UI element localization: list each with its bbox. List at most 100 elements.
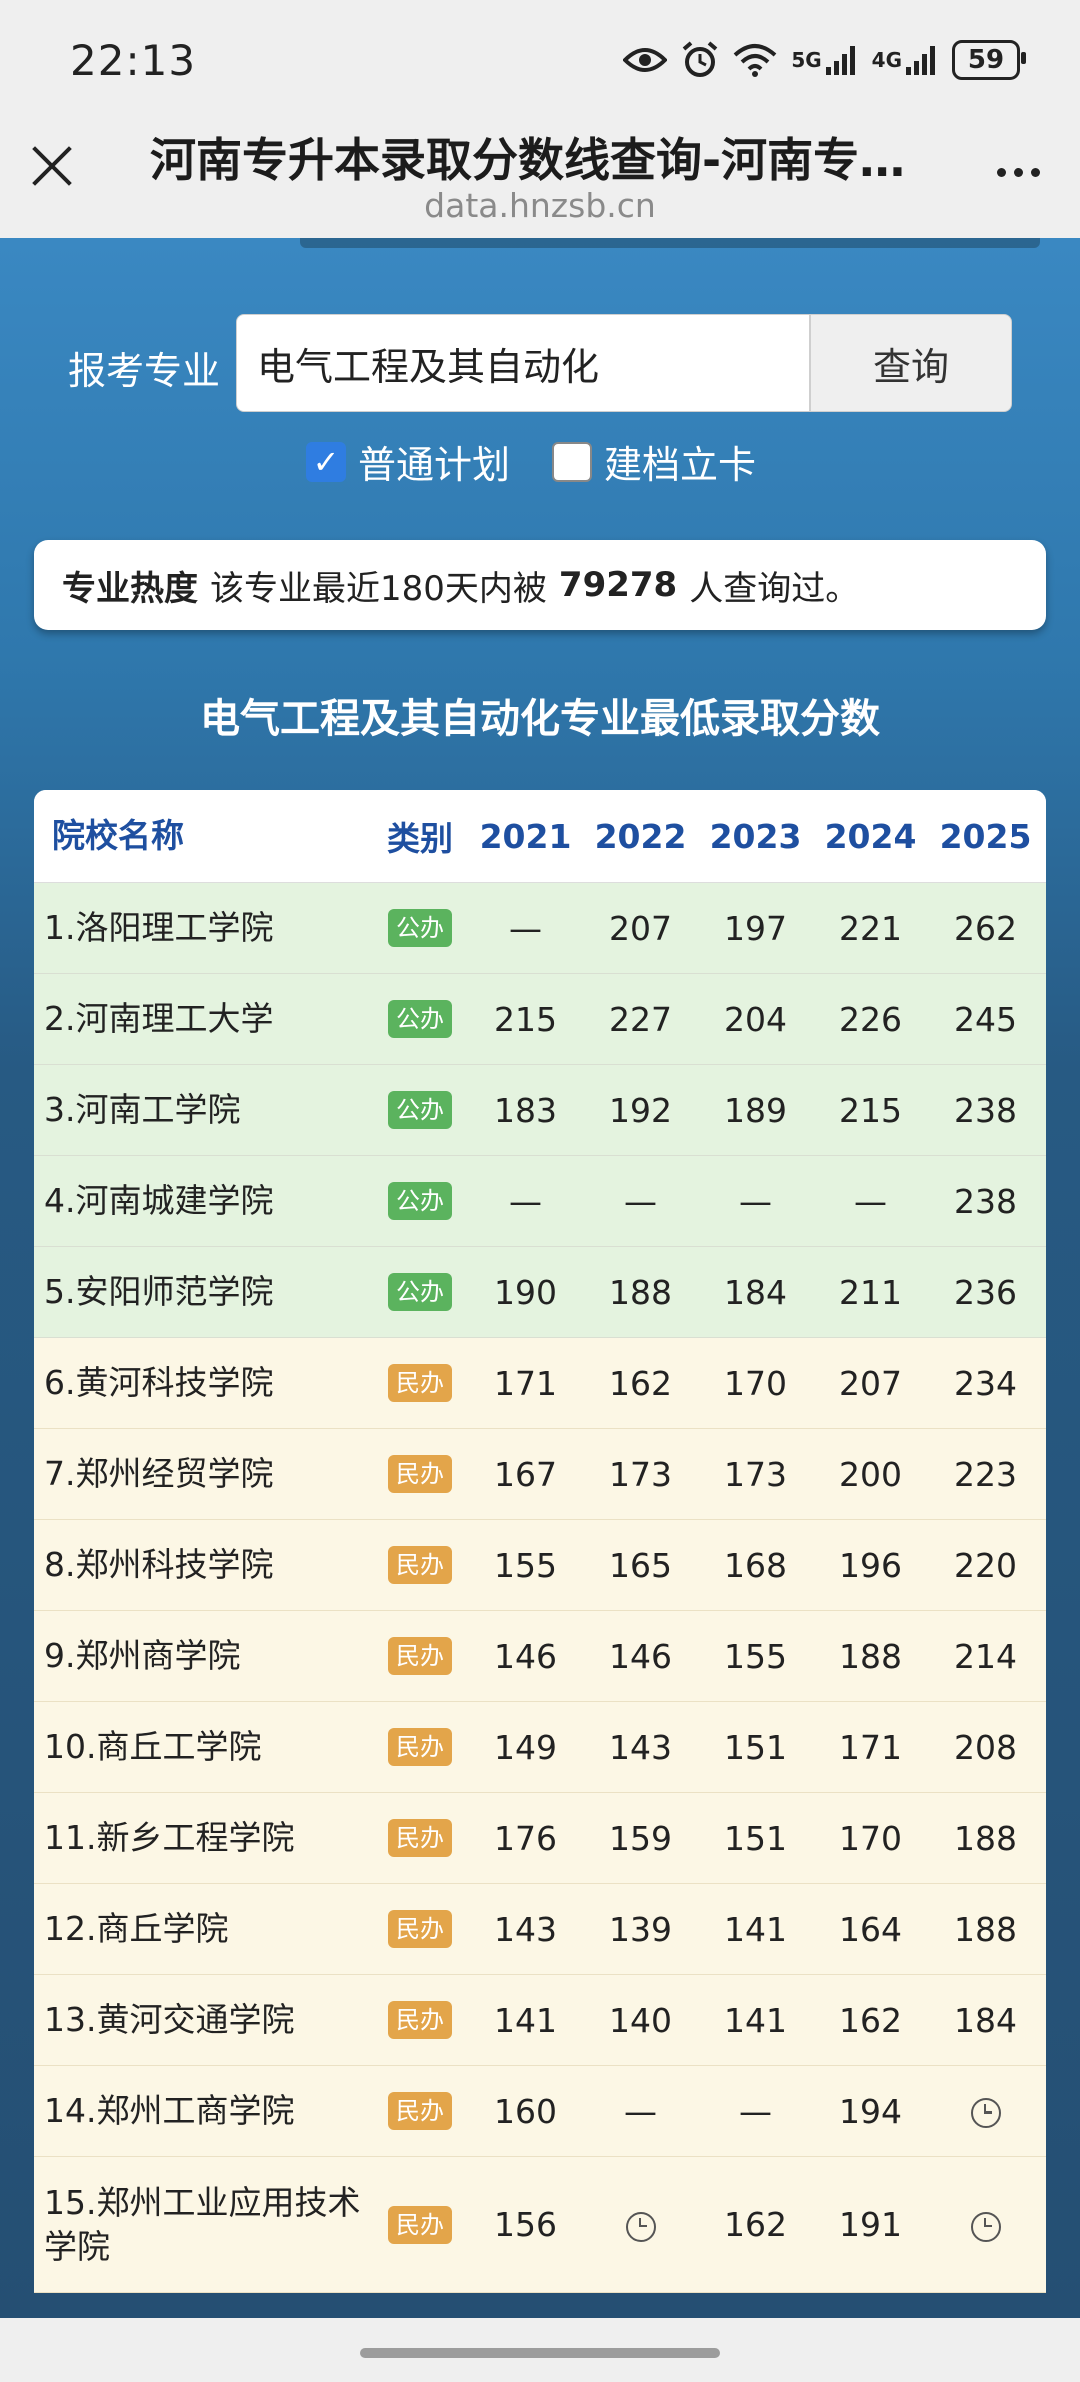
score-cell: 207 <box>609 908 672 948</box>
score-cell: 151 <box>724 1818 787 1858</box>
table-row[interactable]: 4.河南城建学院 公办 — — — — 238 <box>34 1156 1046 1247</box>
table-row[interactable]: 5.安阳师范学院 公办 190 188 184 211 236 <box>34 1247 1046 1338</box>
score-cell: 165 <box>609 1545 672 1585</box>
status-time: 22:13 <box>70 36 197 85</box>
score-cell: 192 <box>609 1090 672 1130</box>
table-row[interactable]: 6.黄河科技学院 民办 171 162 170 207 234 <box>34 1338 1046 1429</box>
pending-score <box>583 2205 698 2244</box>
system-nav-bar <box>0 2318 1080 2382</box>
score-cell: 234 <box>954 1363 1017 1403</box>
school-name[interactable]: 9.郑州商学院 <box>44 1636 241 1675</box>
school-type-badge: 公办 <box>388 1182 452 1220</box>
signal-4g-icon: 4G <box>872 43 938 77</box>
score-cell: 191 <box>839 2205 902 2244</box>
table-row[interactable]: 8.郑州科技学院 民办 155 165 168 196 220 <box>34 1520 1046 1611</box>
school-name[interactable]: 6.黄河科技学院 <box>44 1363 274 1402</box>
score-cell: 220 <box>954 1545 1017 1585</box>
table-row[interactable]: 7.郑州经贸学院 民办 167 173 173 200 223 <box>34 1429 1046 1520</box>
school-name[interactable]: 10.商丘工学院 <box>44 1727 262 1766</box>
score-cell: 167 <box>494 1454 557 1494</box>
school-name[interactable]: 1.洛阳理工学院 <box>44 908 274 947</box>
score-cell: 194 <box>839 2091 902 2131</box>
school-name[interactable]: 11.新乡工程学院 <box>44 1818 295 1857</box>
table-row[interactable]: 1.洛阳理工学院 公办 — 207 197 221 262 <box>34 883 1046 974</box>
school-name[interactable]: 14.郑州工商学院 <box>44 2091 295 2130</box>
school-name[interactable]: 13.黄河交通学院 <box>44 2000 295 2039</box>
table-title: 电气工程及其自动化专业最低录取分数 <box>200 696 880 742</box>
type-cell: 民办 <box>372 2205 468 2244</box>
filter-poverty-plan-label: 建档立卡 <box>604 443 757 487</box>
table-row[interactable]: 2.河南理工大学 公办 215 227 204 226 245 <box>34 974 1046 1065</box>
score-cell: 188 <box>839 1636 902 1676</box>
type-cell: 公办 <box>372 1091 468 1129</box>
score-cell: 141 <box>724 2000 787 2040</box>
net1-label: 5G <box>791 48 822 72</box>
query-button[interactable]: 查询 <box>810 314 1012 412</box>
score-cell: 171 <box>839 1727 902 1767</box>
major-heat-card: 专业热度 该专业最近180天内被 79278 人查询过。 <box>34 540 1046 630</box>
major-search-input[interactable] <box>236 314 810 412</box>
school-name[interactable]: 12.商丘学院 <box>44 1909 229 1948</box>
close-icon[interactable] <box>28 140 78 190</box>
score-cell: 151 <box>724 1727 787 1767</box>
type-cell: 公办 <box>372 1273 468 1311</box>
score-cell: 141 <box>724 1909 787 1949</box>
school-name[interactable]: 15.郑州工业应用技术学院 <box>44 2182 361 2266</box>
score-cell: 160 <box>494 2091 557 2131</box>
alarm-icon <box>681 41 719 79</box>
school-name[interactable]: 8.郑州科技学院 <box>44 1545 274 1584</box>
score-cell: 146 <box>609 1636 672 1676</box>
home-indicator[interactable] <box>360 2348 720 2358</box>
table-row[interactable]: 9.郑州商学院 民办 146 146 155 188 214 <box>34 1611 1046 1702</box>
table-row[interactable]: 13.黄河交通学院 民办 141 140 141 162 184 <box>34 1975 1046 2066</box>
score-cell: 214 <box>954 1636 1017 1676</box>
school-type-badge: 民办 <box>388 1637 452 1675</box>
status-icons: 5G 4G 59 <box>623 40 1026 80</box>
score-cell: 139 <box>609 1909 672 1949</box>
filter-regular-plan[interactable]: ✓ 普通计划 <box>306 434 510 489</box>
heat-label: 专业热度 <box>62 568 198 609</box>
table-row[interactable]: 14.郑州工商学院 民办 160 — — 194 <box>34 2066 1046 2157</box>
school-type-badge: 公办 <box>388 1273 452 1311</box>
school-name[interactable]: 3.河南工学院 <box>44 1090 241 1129</box>
type-cell: 民办 <box>372 1910 468 1948</box>
score-cell: — <box>624 2091 657 2131</box>
school-type-badge: 民办 <box>388 1819 452 1857</box>
score-cell: 156 <box>494 2205 557 2244</box>
school-name[interactable]: 7.郑州经贸学院 <box>44 1454 274 1493</box>
school-name[interactable]: 2.河南理工大学 <box>44 999 274 1038</box>
page-title: 河南专升本录取分数线查询-河南专… <box>150 133 906 187</box>
checkbox-checked-icon[interactable]: ✓ <box>306 441 346 482</box>
header-2025: 2025 <box>939 816 1032 856</box>
score-cell: 184 <box>954 2000 1017 2040</box>
school-type-badge: 民办 <box>388 1364 452 1402</box>
score-cell: 162 <box>724 2205 787 2244</box>
more-menu-icon[interactable] <box>997 168 1040 177</box>
header-2023: 2023 <box>709 816 802 856</box>
school-type-badge: 公办 <box>388 909 452 947</box>
table-row[interactable]: 12.商丘学院 民办 143 139 141 164 188 <box>34 1884 1046 1975</box>
filter-poverty-plan[interactable]: 建档立卡 <box>552 434 756 489</box>
table-row[interactable]: 3.河南工学院 公办 183 192 189 215 238 <box>34 1065 1046 1156</box>
school-type-badge: 民办 <box>388 1455 452 1493</box>
school-name[interactable]: 5.安阳师范学院 <box>44 1272 274 1311</box>
type-cell: 民办 <box>372 1546 468 1584</box>
table-row[interactable]: 10.商丘工学院 民办 149 143 151 171 208 <box>34 1702 1046 1793</box>
score-cell: 173 <box>724 1454 787 1494</box>
score-cell: — <box>624 1181 657 1221</box>
score-cell: 226 <box>839 999 902 1039</box>
checkbox-unchecked-icon[interactable] <box>552 441 592 482</box>
heat-suffix: 人查询过。 <box>689 568 860 609</box>
type-cell: 民办 <box>372 2001 468 2039</box>
score-cell: 188 <box>954 1909 1017 1949</box>
score-cell: 211 <box>839 1272 902 1312</box>
table-row[interactable]: 11.新乡工程学院 民办 176 159 151 170 188 <box>34 1793 1046 1884</box>
score-cell: 215 <box>494 999 557 1039</box>
header-2024: 2024 <box>824 816 917 856</box>
score-cell: 155 <box>494 1545 557 1585</box>
type-cell: 公办 <box>372 1000 468 1038</box>
score-cell: 170 <box>724 1363 787 1403</box>
table-row[interactable]: 15.郑州工业应用技术学院 民办 156 162 191 <box>34 2157 1046 2293</box>
school-name[interactable]: 4.河南城建学院 <box>44 1181 274 1220</box>
school-type-badge: 民办 <box>388 2092 452 2130</box>
